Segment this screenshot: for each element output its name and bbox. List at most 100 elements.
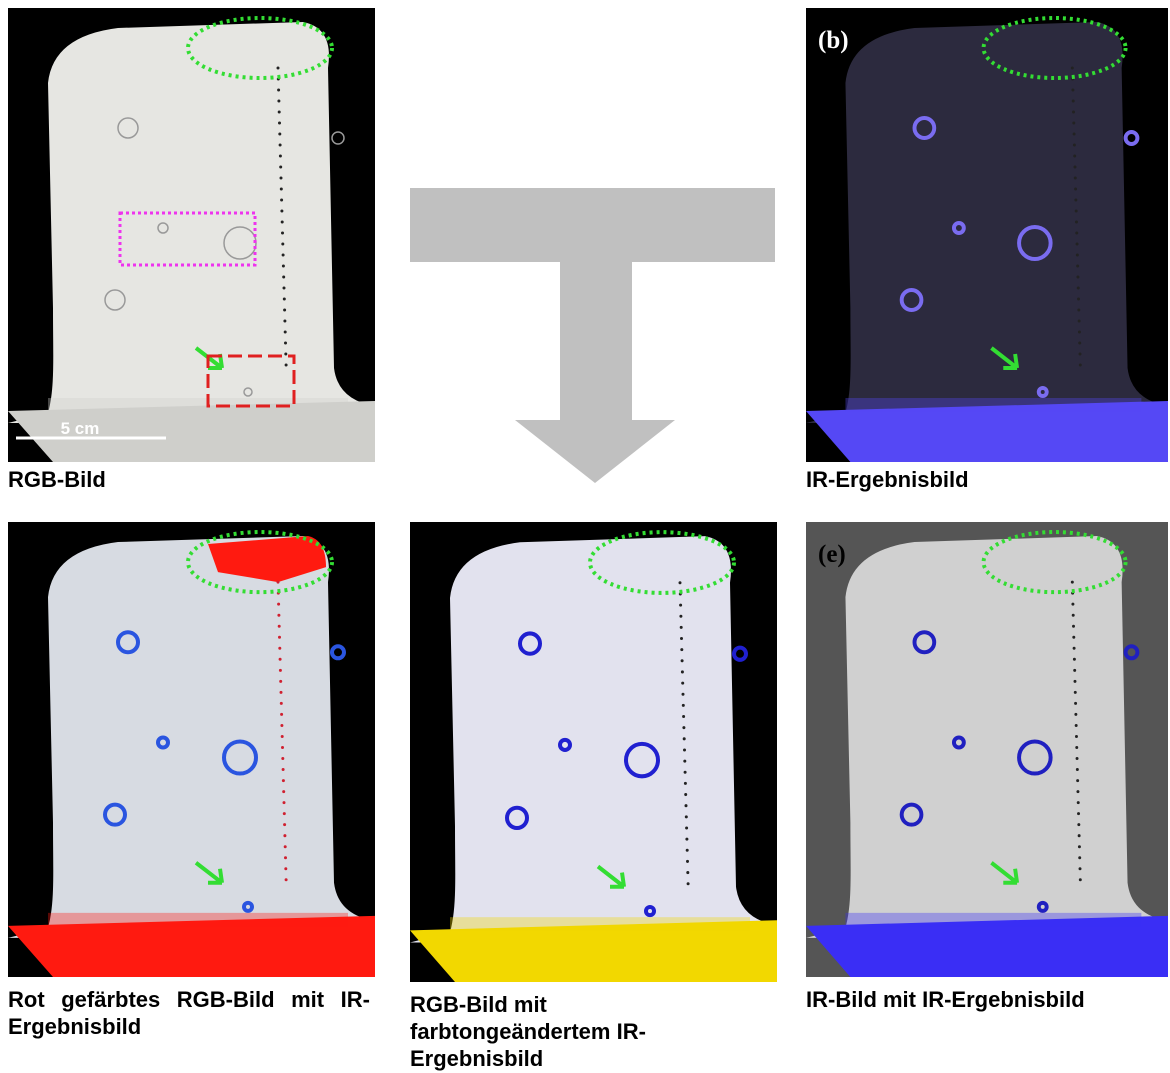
cooling-hole xyxy=(281,243,284,246)
cooling-hole xyxy=(1071,67,1074,70)
cooling-hole xyxy=(685,826,688,829)
cooling-hole xyxy=(682,726,685,729)
cooling-hole xyxy=(1079,867,1082,870)
cooling-hole xyxy=(1075,221,1078,224)
cooling-hole xyxy=(681,682,684,685)
cooling-hole xyxy=(1073,658,1076,661)
cooling-hole xyxy=(280,691,283,694)
cooling-hole xyxy=(284,331,287,334)
photo-panel: (b) xyxy=(806,8,1168,462)
cooling-hole xyxy=(284,353,287,356)
cooling-hole xyxy=(283,801,286,804)
cooling-hole xyxy=(681,670,684,673)
cooling-hole xyxy=(1076,779,1079,782)
cooling-hole xyxy=(285,364,288,367)
cooling-hole xyxy=(283,834,286,837)
cooling-hole xyxy=(1076,757,1079,760)
blade-body xyxy=(806,22,1168,423)
panel-caption: RGB-Bild mit farbtongeändertem IR-Ergebn… xyxy=(410,991,700,1072)
panel-caption: IR-Bild mit IR-Ergebnisbild xyxy=(806,986,1166,1013)
cooling-hole xyxy=(279,144,282,147)
cooling-hole xyxy=(279,658,282,661)
cooling-hole xyxy=(281,746,284,749)
cooling-hole xyxy=(280,713,283,716)
cooling-hole xyxy=(284,342,287,345)
cooling-hole xyxy=(280,702,283,705)
blade-shadow xyxy=(845,398,1141,412)
cooling-hole xyxy=(278,647,281,650)
cooling-hole xyxy=(1071,603,1074,606)
cooling-hole xyxy=(284,856,287,859)
cooling-hole xyxy=(686,871,689,874)
cooling-hole xyxy=(1072,625,1075,628)
blade-shadow xyxy=(845,913,1141,927)
figure-graphics: 5 cm(a)(b)(c)(d)(e) xyxy=(0,0,1170,1073)
cooling-hole xyxy=(679,615,682,618)
cooling-hole xyxy=(683,737,686,740)
cooling-hole xyxy=(284,845,287,848)
cooling-hole xyxy=(279,155,282,158)
blade xyxy=(806,18,1168,462)
cooling-hole xyxy=(278,636,281,639)
cooling-hole xyxy=(284,867,287,870)
cooling-hole xyxy=(681,659,684,662)
cooling-hole xyxy=(1076,790,1079,793)
cooling-hole xyxy=(686,849,689,852)
cooling-hole xyxy=(1074,199,1077,202)
cooling-hole xyxy=(278,111,281,114)
cooling-hole xyxy=(280,199,283,202)
cooling-hole xyxy=(682,693,685,696)
cooling-hole xyxy=(1077,298,1080,301)
cooling-hole xyxy=(279,166,282,169)
blade-body xyxy=(8,536,375,938)
cooling-hole xyxy=(1071,89,1074,92)
cooling-hole xyxy=(1075,746,1078,749)
cooling-hole xyxy=(283,320,286,323)
cooling-hole xyxy=(282,768,285,771)
cooling-hole xyxy=(278,625,281,628)
cooling-hole xyxy=(1079,353,1082,356)
cooling-hole xyxy=(277,603,280,606)
cooling-hole xyxy=(1073,133,1076,136)
cooling-hole xyxy=(280,210,283,213)
cooling-hole xyxy=(684,771,687,774)
cooling-hole xyxy=(283,309,286,312)
cooling-hole xyxy=(1073,155,1076,158)
cooling-hole xyxy=(1073,669,1076,672)
panel-label: (d) xyxy=(422,541,453,568)
cooling-hole xyxy=(1075,232,1078,235)
cooling-hole xyxy=(1072,100,1075,103)
cooling-hole xyxy=(1077,287,1080,290)
cooling-hole xyxy=(277,67,280,70)
cooling-hole xyxy=(679,604,682,607)
cooling-hole xyxy=(283,298,286,301)
cooling-hole xyxy=(1079,878,1082,881)
cooling-hole xyxy=(685,815,688,818)
cooling-hole xyxy=(1074,166,1077,169)
cooling-hole xyxy=(687,882,690,885)
cooling-hole xyxy=(280,724,283,727)
cooling-hole xyxy=(1071,581,1074,584)
cooling-hole xyxy=(683,748,686,751)
cooling-hole xyxy=(1076,768,1079,771)
blade-shadow xyxy=(450,917,750,931)
cooling-hole xyxy=(283,812,286,815)
cooling-hole xyxy=(285,878,288,881)
photo-panel: (c) xyxy=(8,522,375,977)
panel-label: (e) xyxy=(818,541,846,568)
cooling-hole xyxy=(685,838,688,841)
cooling-hole xyxy=(1073,144,1076,147)
cooling-hole xyxy=(1076,265,1079,268)
cooling-hole xyxy=(1078,331,1081,334)
cooling-hole xyxy=(1076,276,1079,279)
cooling-hole xyxy=(1072,111,1075,114)
cooling-hole xyxy=(282,779,285,782)
cooling-hole xyxy=(685,804,688,807)
cooling-hole xyxy=(1078,856,1081,859)
panel-label: (b) xyxy=(818,27,849,54)
blade xyxy=(806,532,1168,977)
cooling-hole xyxy=(1076,243,1079,246)
cooling-hole xyxy=(1072,122,1075,125)
blade-body xyxy=(410,536,777,942)
cooling-hole xyxy=(680,637,683,640)
